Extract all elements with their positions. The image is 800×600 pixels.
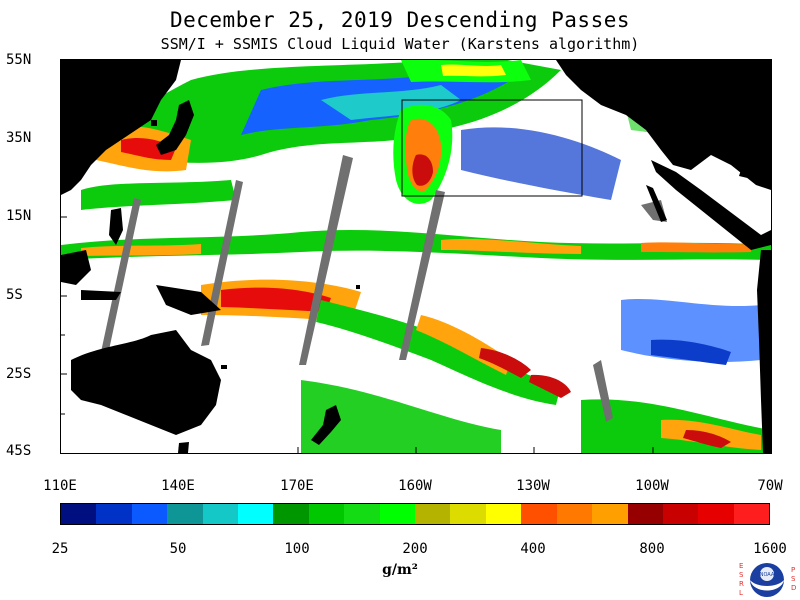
colorbar-swatch	[61, 504, 97, 524]
colorbar-tick-label: 400	[520, 541, 546, 557]
colorbar-swatch	[131, 504, 168, 524]
land-layer	[61, 60, 771, 453]
svg-text:S: S	[739, 571, 744, 579]
svg-text:P: P	[791, 566, 795, 574]
colorbar-swatch	[344, 504, 380, 524]
svg-text:S: S	[791, 575, 796, 583]
colorbar-tick-label: 100	[284, 541, 310, 557]
lat-label-55n: 55N	[6, 52, 32, 68]
colorbar-tick-label: 200	[402, 541, 428, 557]
units-label: g/m²	[382, 562, 418, 578]
colorbar-swatch	[450, 504, 486, 524]
colorbar-swatch	[273, 504, 309, 524]
lon-label-140e: 140E	[161, 478, 195, 494]
svg-text:L: L	[739, 589, 743, 597]
chart-subtitle: SSM/I + SSMIS Cloud Liquid Water (Karste…	[160, 35, 640, 53]
colorbar-swatch	[592, 504, 628, 524]
colorbar-swatch	[485, 504, 522, 524]
colorbar-tick-label: 1600	[753, 541, 787, 557]
colorbar-tick-label: 25	[51, 541, 69, 557]
map-panel	[60, 59, 772, 454]
lat-label-35n: 35N	[6, 130, 32, 146]
colorbar-swatch	[415, 504, 451, 524]
esrl-psd-noaa-logo: E S R L NOAA P S D	[739, 562, 796, 597]
colorbar-swatch	[627, 504, 663, 524]
colorbar-swatch	[662, 504, 699, 524]
region-box	[401, 99, 583, 197]
colorbar-swatch	[96, 504, 132, 524]
lon-label-100w: 100W	[635, 478, 669, 494]
colorbar-swatch	[733, 504, 770, 524]
lat-label-45s: 45S	[6, 443, 32, 459]
map-ticks	[61, 60, 654, 453]
colorbar-swatch	[202, 504, 239, 524]
colorbar	[60, 503, 770, 525]
lon-label-170e: 170E	[280, 478, 314, 494]
colorbar-swatch	[167, 504, 203, 524]
lon-label-110e: 110E	[43, 478, 77, 494]
colorbar-swatch	[379, 504, 416, 524]
lon-label-160w: 160W	[398, 478, 432, 494]
svg-text:R: R	[739, 580, 744, 588]
svg-text:NOAA: NOAA	[760, 572, 775, 578]
colorbar-tick-label: 800	[639, 541, 665, 557]
colorbar-swatch	[521, 504, 557, 524]
colorbar-swatch	[238, 504, 274, 524]
lon-label-130w: 130W	[516, 478, 550, 494]
lon-label-70w: 70W	[757, 478, 783, 494]
colorbar-swatch	[308, 504, 345, 524]
chart-title: December 25, 2019 Descending Passes	[169, 8, 630, 32]
lat-label-25s: 25S	[6, 366, 32, 382]
map-svg	[61, 60, 771, 453]
colorbar-swatch	[698, 504, 734, 524]
lat-label-15n: 15N	[6, 208, 32, 224]
svg-text:E: E	[739, 562, 743, 570]
island-layer	[151, 120, 360, 369]
svg-text:D: D	[791, 584, 796, 592]
lat-label-5s: 5S	[6, 287, 23, 303]
colorbar-swatch	[556, 504, 593, 524]
colorbar-tick-label: 50	[169, 541, 187, 557]
